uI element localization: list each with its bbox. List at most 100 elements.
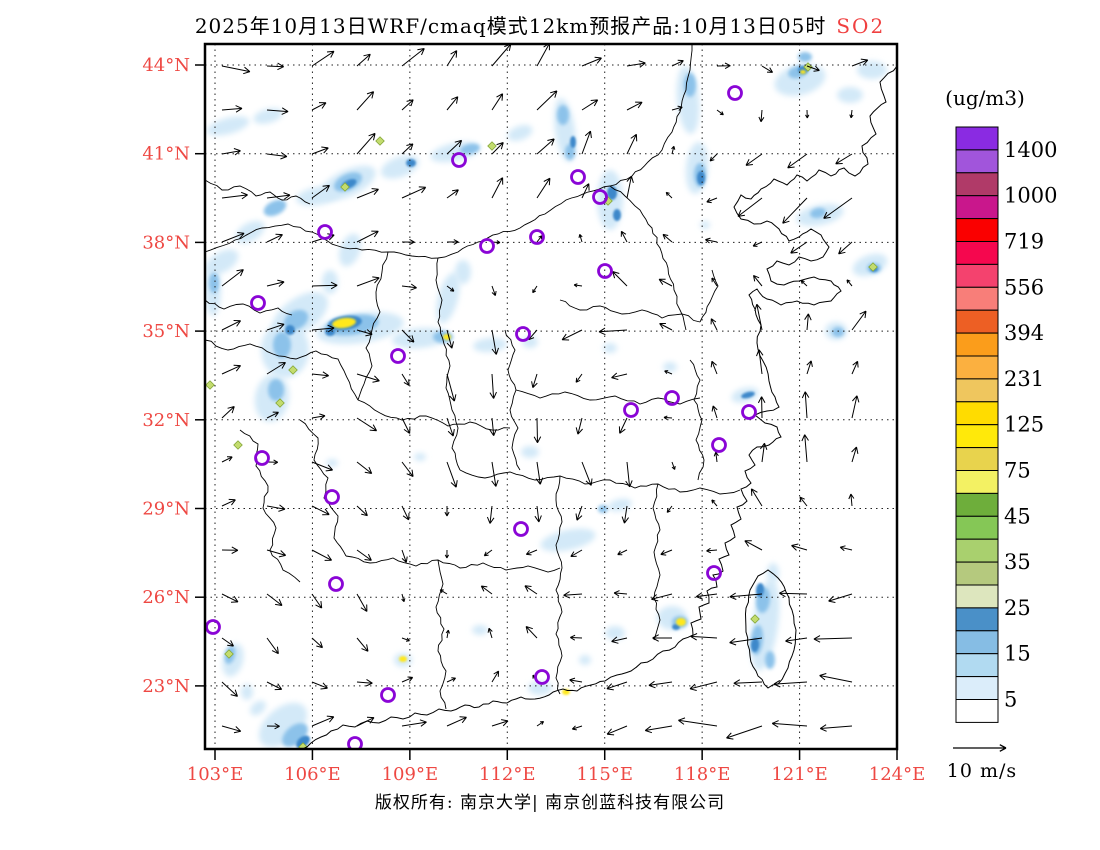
wind-arrow <box>839 545 853 552</box>
wind-arrow <box>401 461 414 478</box>
plume-yellow-core <box>800 70 806 74</box>
wind-arrow <box>570 549 583 557</box>
latitude-tick-label: 32°N <box>142 410 190 431</box>
wind-arrow <box>581 99 599 111</box>
wind-arrow <box>536 721 545 727</box>
wind-arrow <box>573 283 583 288</box>
wind-arrow <box>533 417 542 444</box>
wind-arrow <box>491 719 509 727</box>
wind-arrow <box>266 279 285 287</box>
plume-green-dot <box>750 614 760 624</box>
plume-medium <box>565 144 575 160</box>
wind-arrow <box>356 678 373 687</box>
wind-arrow <box>710 360 718 375</box>
longitude-tick-label: 115°E <box>576 764 633 785</box>
plume-light <box>380 155 420 179</box>
colorbar-cell <box>955 424 999 449</box>
axis-ticks-and-labels: 44°N 41°N 38°N 35°N 32°N 29°N 26°N 23°N 103°E 106… <box>142 55 925 785</box>
plume-green-dot <box>487 141 497 151</box>
city-marker-circle <box>592 189 608 205</box>
colorbar-level-label: 231 <box>1004 367 1044 391</box>
wind-arrow <box>445 629 450 639</box>
city-marker-circle <box>706 565 722 581</box>
wind-arrow <box>446 285 455 292</box>
plume-light <box>700 221 710 229</box>
colorbar-level-label: 45 <box>1004 504 1031 528</box>
wind-arrow <box>611 636 628 644</box>
wind-arrow <box>753 274 763 287</box>
wind-arrow <box>221 191 248 200</box>
plume-light <box>837 87 863 103</box>
wind-arrow <box>575 505 583 521</box>
wind-arrow <box>671 461 676 470</box>
wind-arrow <box>779 589 808 598</box>
wind-arrow <box>813 635 853 643</box>
wind-arrow <box>221 65 251 75</box>
graticule <box>205 44 897 749</box>
wind-arrow <box>356 637 369 652</box>
colorbar-cell <box>955 263 999 288</box>
wind-arrow <box>311 102 327 111</box>
wind-arrow <box>625 461 633 488</box>
province-boundary <box>652 483 661 641</box>
colorbar-level-label: 1400 <box>1004 138 1057 162</box>
plume-green-dot <box>868 262 878 272</box>
wind-arrow <box>711 499 718 507</box>
wind-arrow <box>401 593 406 603</box>
colorbar-cell <box>955 561 999 586</box>
wind-arrow <box>621 505 629 524</box>
plume-light <box>206 116 250 136</box>
wind-arrow <box>626 175 634 199</box>
page-title: 2025年10月13日WRF/cmaq模式12km预报产品:10月13日05时 S… <box>0 10 1080 39</box>
plume-green-dot <box>340 182 350 192</box>
wind-arrow <box>524 585 538 595</box>
plume-medium <box>209 273 219 293</box>
colorbar-cell <box>955 378 999 403</box>
plume-green-dot <box>205 380 215 390</box>
wind-arrow <box>581 461 593 486</box>
city-marker-circle <box>324 489 340 505</box>
wind-arrow <box>561 329 583 341</box>
wind-arrow <box>790 241 808 254</box>
plume-light <box>414 453 426 461</box>
wind-arrow <box>785 636 808 644</box>
wind-arrow <box>671 105 683 111</box>
wind-arrow <box>401 549 408 563</box>
wind-arrow <box>744 540 763 551</box>
wind-arrow <box>266 107 289 115</box>
wind-arrow <box>819 673 853 683</box>
wind-arrow <box>662 233 673 243</box>
wind-arrow <box>745 153 763 166</box>
province-boundary <box>205 339 359 401</box>
wind-arrow <box>612 271 628 287</box>
wind-arrow <box>761 65 774 73</box>
wind-arrow <box>221 681 238 697</box>
colorbar-units-label: (ug/m3) <box>945 86 1025 110</box>
plume-light <box>392 327 448 349</box>
colorbar-cell <box>955 538 999 563</box>
wind-arrow <box>652 634 672 642</box>
plume-light <box>250 700 266 716</box>
wind-arrow <box>401 719 427 727</box>
plume-medium <box>810 207 826 219</box>
wind-arrow <box>221 232 245 243</box>
wind-arrow <box>311 461 333 472</box>
plume-light <box>253 108 283 124</box>
colorbar-cell <box>955 699 999 723</box>
wind-arrow <box>848 493 855 507</box>
wind-arrow <box>356 549 372 561</box>
wind-arrow <box>705 237 718 244</box>
title-text: 2025年10月13日WRF/cmaq模式12km预报产品:10月13日05时 <box>194 14 827 38</box>
wind-arrow <box>678 717 718 727</box>
wind-arrow <box>491 461 499 487</box>
wind-arrow <box>828 593 853 603</box>
wind-arrow <box>563 591 583 599</box>
wind-arrow <box>356 276 380 287</box>
wind-arrow <box>221 105 243 113</box>
plume-medium <box>765 651 775 669</box>
wind-arrow <box>752 241 763 247</box>
province-boundary <box>699 269 719 323</box>
wind-arrow <box>266 152 288 160</box>
plume-medium <box>460 143 480 155</box>
wind-arrow <box>266 723 280 730</box>
